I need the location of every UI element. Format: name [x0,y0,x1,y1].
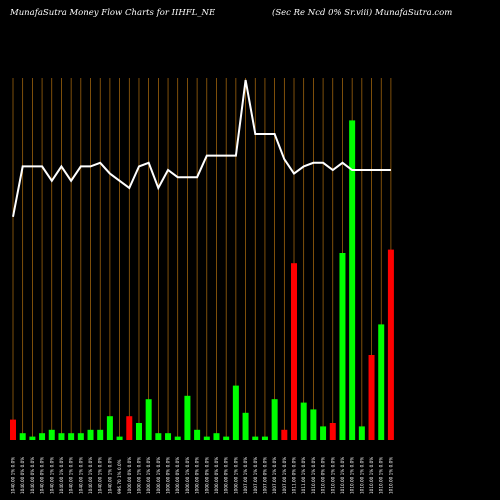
volume-bar [184,395,191,440]
x-tick-label: 1000.00 1% 0.0% [146,457,151,494]
x-tick-label: 1000.00 0% 0.0% [127,457,132,494]
x-tick-label: 1010.00 1% 0.0% [388,457,393,494]
chart-subtitle: (Sec Re Ncd 0% Sr.viii) MunafaSutra.com [272,8,453,18]
volume-bar [261,436,268,440]
x-tick-label: 1000.00 1% 0.0% [233,457,238,494]
x-tick-label: 1010.00 1% 0.0% [330,457,335,494]
x-tick-label: 1040.00 1% 0.0% [78,457,83,494]
volume-bar [155,433,162,440]
volume-bar [87,429,94,440]
volume-bar [310,409,317,440]
x-tick-label: 1000.00 0% 0.0% [204,457,209,494]
volume-bars [10,120,394,441]
x-tick-label: 1010.00 1% 0.0% [350,457,355,494]
x-tick-label: 1040.00 1% 0.0% [107,457,112,494]
volume-bar [242,412,249,440]
x-tick-labels: 1040.00 1% 0.0% 1040.00 0% 0.0% 1040.00 0%… [11,457,394,494]
x-tick-label: 1040.00 1% 0.0% [98,457,103,494]
x-tick-label: 996.70 1% 0.0% [117,459,122,494]
x-tick-label: 1010.00 0% 0.0% [321,457,326,494]
grid-lines [12,78,392,440]
x-tick-label: 1040.00 0% 0.0% [30,457,35,494]
volume-bar [174,436,181,440]
x-tick-label: 1000.00 0% 0.0% [175,457,180,494]
volume-bar [300,402,307,440]
volume-bar [10,419,16,440]
volume-bar [223,436,230,440]
volume-bar [203,436,210,440]
volume-bar [252,436,259,440]
x-tick-label: 1007.00 1% 0.0% [253,457,258,494]
x-tick-label: 1000.00 0% 0.0% [224,457,229,494]
price-line [12,79,391,217]
volume-bar [77,433,84,440]
x-tick-label: 1000.00 0% 0.0% [195,457,200,494]
x-tick-label: 1000.00 1% 0.0% [185,457,190,494]
volume-bar [378,324,385,440]
x-tick-label: 1007.00 1% 0.0% [282,457,287,494]
x-tick-label: 1000.00 1% 0.0% [156,457,161,494]
volume-bar [271,399,278,440]
x-tick-label: 1000.00 1% 0.0% [136,457,141,494]
x-tick-label: 1000.00 0% 0.0% [214,457,219,494]
x-tick-label: 1000.00 0% 0.0% [166,457,171,494]
volume-bar [97,429,104,440]
volume-bar [58,433,65,440]
x-tick-label: 1010.00 1% 0.0% [340,457,345,494]
volume-bar [349,120,356,441]
x-tick-label: 1010.00 1% 0.0% [369,457,374,494]
x-tick-label: 1011.00 0% 0.0% [292,457,297,494]
volume-bar [29,436,36,440]
volume-bar [213,433,220,440]
volume-bar [48,429,55,440]
volume-bar [116,436,123,440]
volume-bar [135,423,142,440]
x-tick-label: 1040.00 1% 0.0% [11,457,16,494]
x-tick-label: 1040.00 1% 0.0% [59,457,64,494]
volume-bar [339,253,346,440]
volume-bar [387,249,394,440]
volume-bar [329,423,336,440]
x-tick-label: 1040.00 1% 0.0% [88,457,93,494]
volume-bar [320,426,327,440]
x-tick-label: 1007.00 1% 0.0% [272,457,277,494]
volume-bar [165,433,172,440]
volume-bar [68,433,75,440]
x-tick-label: 1040.00 1% 0.0% [49,457,54,494]
volume-bar [19,433,26,440]
x-tick-label: 1040.00 0% 0.0% [20,457,25,494]
volume-bar [232,385,239,440]
chart-title: MunafaSutra Money Flow Charts for IIHFL_… [10,8,216,18]
volume-bar [145,399,152,440]
volume-bar [194,429,201,440]
volume-bar [106,416,113,440]
volume-bar [39,433,46,440]
x-tick-label: 1040.00 1% 0.0% [69,457,74,494]
x-tick-label: 1011.00 1% 0.0% [301,457,306,494]
volume-bar [126,416,133,440]
volume-bar [291,263,298,440]
x-tick-label: 1007.00 0% 0.0% [262,457,267,494]
volume-bar [281,429,288,440]
x-tick-label: 1010.00 1% 0.0% [311,457,316,494]
x-tick-label: 1040.00 0% 0.0% [40,457,45,494]
x-tick-label: 1007.00 1% 0.0% [243,457,248,494]
x-tick-label: 1010.00 1% 0.0% [379,457,384,494]
x-tick-label: 1010.00 1% 0.0% [359,457,364,494]
volume-bar [358,426,365,440]
volume-bar [368,355,375,440]
